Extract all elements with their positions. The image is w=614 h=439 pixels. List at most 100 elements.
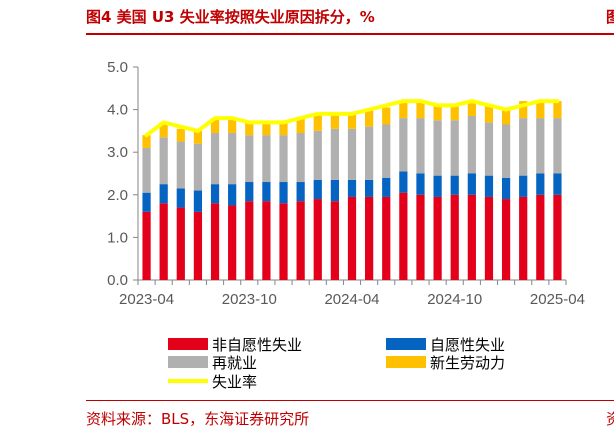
x-tick-label: 2024-10	[427, 291, 482, 308]
bar-segment-series-0	[399, 192, 408, 280]
bar-segment-series-2	[399, 118, 408, 172]
bar-segment-series-2	[330, 128, 339, 180]
bar-segment-series-1	[176, 188, 185, 208]
y-tick-label: 5.0	[107, 59, 128, 76]
bar-segment-series-2	[228, 133, 237, 185]
bar-segment-series-0	[450, 194, 459, 280]
bar-segment-series-1	[365, 179, 374, 197]
bar-segment-series-1	[519, 175, 528, 197]
y-tick-label: 0.0	[107, 272, 128, 289]
bar-segment-series-3	[262, 122, 271, 136]
bar-segment-series-3	[467, 103, 476, 116]
bar-segment-series-2	[210, 133, 220, 185]
bar-segment-series-0	[433, 196, 442, 280]
x-axis: 2023-04 2023-10 2024-04 2024-10 2025-04	[119, 279, 585, 308]
bar-segment-series-1	[399, 171, 408, 193]
bar-segment-series-1	[536, 173, 545, 195]
bar-segment-series-0	[330, 201, 339, 280]
bar-segment-series-1	[210, 184, 220, 204]
bar-segment-series-1	[159, 184, 168, 204]
bar-segment-series-3	[210, 118, 220, 134]
bar-segment-series-2	[536, 118, 545, 174]
bar-segment-series-3	[484, 105, 494, 123]
bar-segment-series-0	[536, 194, 545, 280]
bar-segment-series-0	[467, 194, 476, 280]
legend-label: 自愿性失业	[430, 336, 505, 354]
bar-segment-series-1	[279, 182, 288, 204]
bar-segment-series-2	[193, 143, 203, 191]
bar-segment-series-3	[296, 118, 305, 134]
x-tick-label: 2023-04	[119, 291, 174, 308]
bar-segment-series-0	[501, 199, 511, 280]
bar-segment-series-1	[347, 179, 357, 197]
bar-segment-series-1	[193, 190, 203, 212]
bar-segment-series-2	[416, 118, 425, 174]
bar-segment-series-3	[330, 113, 339, 129]
legend-swatch	[386, 356, 426, 368]
bar-segment-series-0	[142, 211, 151, 280]
bar-segment-series-3	[536, 101, 545, 119]
bar-segment-series-2	[159, 137, 168, 185]
bar-segment-series-3	[245, 122, 254, 136]
bar-segment-series-2	[347, 128, 357, 180]
bar-segment-series-0	[262, 201, 271, 280]
bar-segment-series-2	[501, 124, 511, 178]
legend-swatch	[386, 338, 426, 350]
legend-label: 再就业	[212, 354, 257, 372]
y-tick-label: 3.0	[107, 144, 128, 161]
bar-segment-series-2	[313, 130, 322, 180]
bar-segment-series-2	[433, 120, 442, 176]
bar-segment-series-2	[382, 124, 391, 178]
y-tick-label: 2.0	[107, 187, 128, 204]
bar-segment-series-1	[142, 192, 151, 212]
legend-label: 失业率	[212, 373, 257, 391]
bar-segment-series-1	[382, 177, 391, 197]
bar-segment-series-3	[159, 122, 168, 138]
bar-segment-series-0	[279, 203, 288, 280]
x-tick-label: 2023-10	[222, 291, 277, 308]
bar-segment-series-0	[365, 196, 374, 280]
x-tick-label: 2024-04	[324, 291, 379, 308]
bar-segment-series-3	[228, 118, 237, 134]
bar-segment-series-0	[296, 201, 305, 280]
source-note: 资料来源：BLS，东海证券研究所	[86, 410, 310, 428]
y-tick-label: 4.0	[107, 102, 128, 119]
chart-title: 图4 美国 U3 失业率按照失业原因拆分，%	[86, 8, 375, 26]
bar-segment-series-0	[519, 196, 528, 280]
bar-segment-series-3	[313, 113, 322, 131]
bar-segment-series-2	[467, 115, 476, 174]
legend-swatch	[168, 356, 208, 368]
rate-line-path	[144, 99, 560, 138]
bar-segment-series-2	[262, 135, 271, 183]
bar-segment-series-0	[193, 211, 203, 280]
bar-segment-series-1	[433, 175, 442, 197]
bar-segment-series-2	[365, 126, 374, 180]
adjacent-source-fragment: 资	[606, 410, 614, 426]
bar-segment-series-1	[262, 182, 271, 202]
bar-segment-series-1	[313, 179, 322, 200]
bar-segment-series-0	[347, 196, 357, 280]
bar-segment-series-0	[228, 205, 237, 280]
bar-segment-series-2	[142, 147, 151, 193]
bar-segment-series-3	[382, 107, 391, 125]
bar-segment-series-3	[142, 135, 151, 148]
bar-segment-series-0	[159, 203, 168, 280]
bar-segment-series-2	[279, 135, 288, 183]
bar-segment-series-0	[416, 194, 425, 280]
bar-segment-series-0	[176, 207, 185, 280]
y-axis: 0.0 1.0 2.0 3.0 4.0 5.0	[107, 59, 139, 289]
bar-segment-series-2	[484, 122, 494, 176]
bar-segment-series-1	[467, 173, 476, 195]
legend-label: 新生劳动力	[430, 354, 505, 372]
bar-segment-series-1	[228, 184, 237, 206]
bar-segment-series-3	[501, 107, 511, 125]
bar-segment-series-3	[450, 105, 459, 121]
bar-segment-series-1	[296, 182, 305, 202]
bar-segment-series-3	[416, 101, 425, 119]
bar-segment-series-3	[433, 105, 442, 121]
bar-segment-series-2	[245, 135, 254, 183]
y-tick-label: 1.0	[107, 229, 128, 246]
bar-segment-series-3	[519, 101, 528, 119]
bar-segment-series-2	[553, 118, 562, 174]
